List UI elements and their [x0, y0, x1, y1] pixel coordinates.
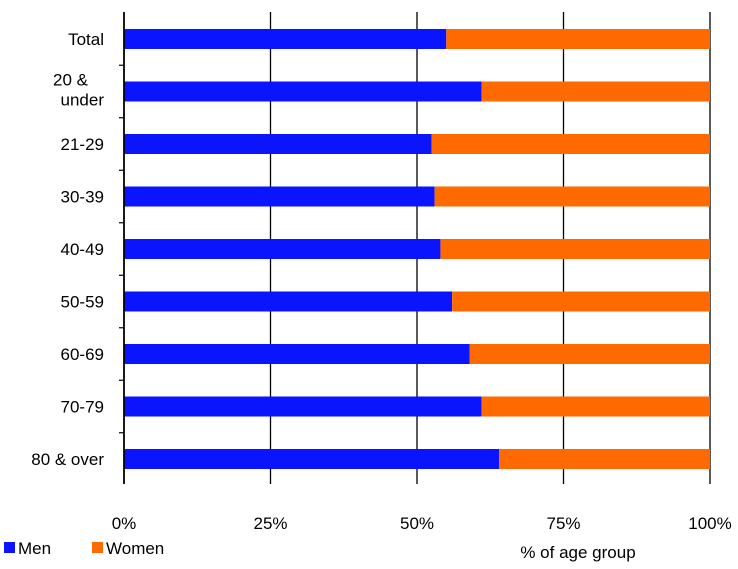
category-label: 20 & under — [53, 71, 104, 110]
bar-men — [124, 186, 435, 207]
bar-men — [124, 81, 482, 102]
x-tick-label: 100% — [688, 514, 731, 533]
category-label: 21-29 — [61, 135, 104, 154]
x-tick-label: 25% — [253, 514, 287, 533]
legend-label-women: Women — [106, 539, 164, 558]
legend-swatch-women — [92, 542, 103, 553]
category-label: Total — [68, 30, 104, 49]
category-label: 60-69 — [61, 345, 104, 364]
legend-label-men: Men — [18, 539, 51, 558]
category-labels: Total 20 & under 21-29 30-39 40-49 50-59 60-69 7… — [31, 30, 104, 469]
bar-women — [481, 81, 710, 102]
bar-men — [124, 239, 441, 259]
bar-women — [469, 344, 710, 364]
bar-men — [124, 29, 447, 49]
category-label: 70-79 — [61, 398, 104, 417]
legend-swatch-men — [4, 542, 15, 553]
category-label: 30-39 — [61, 188, 104, 207]
y-axis — [119, 12, 125, 484]
bar-women — [434, 186, 710, 207]
bar-women — [440, 239, 710, 259]
bar-men — [124, 134, 432, 154]
x-tick-label: 50% — [400, 514, 434, 533]
bar-men — [124, 291, 453, 312]
x-tick-label: 0% — [112, 514, 137, 533]
category-label: 50-59 — [61, 293, 104, 312]
bar-men — [124, 449, 500, 469]
bar-women — [446, 29, 710, 49]
bar-women — [452, 291, 710, 312]
bars — [124, 29, 710, 469]
bar-men — [124, 344, 470, 364]
bar-men — [124, 396, 482, 417]
x-axis-ticks: 0% 25% 50% 75% 100% — [112, 514, 732, 533]
bar-women — [499, 449, 710, 469]
category-label: 40-49 — [61, 240, 104, 259]
x-tick-label: 75% — [546, 514, 580, 533]
bar-women — [481, 396, 710, 417]
x-axis-title: % of age group — [520, 543, 635, 562]
bar-women — [431, 134, 710, 154]
category-label: 80 & over — [31, 450, 104, 469]
legend: Men Women — [4, 539, 164, 558]
